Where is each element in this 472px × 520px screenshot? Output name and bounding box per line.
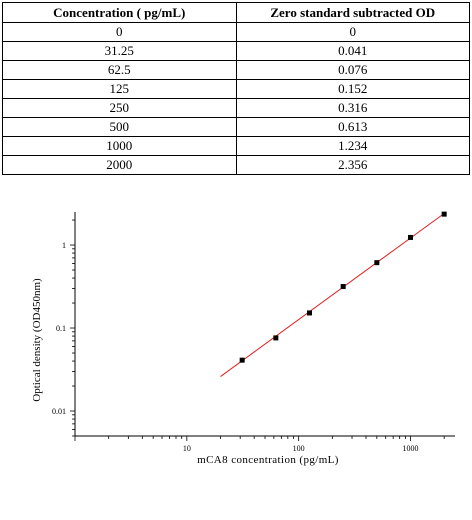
table-row: 500 0.613 bbox=[2, 117, 470, 137]
table-header-row: Concentration ( pg/mL) Zero standard sub… bbox=[2, 2, 470, 23]
standard-curve-table: Concentration ( pg/mL) Zero standard sub… bbox=[2, 2, 470, 175]
table-row: 62.5 0.076 bbox=[2, 60, 470, 80]
data-point bbox=[374, 260, 380, 266]
table-row: 125 0.152 bbox=[2, 79, 470, 99]
y-tick-label: 1 bbox=[62, 241, 66, 250]
points bbox=[239, 211, 447, 363]
table-row: 2000 2.356 bbox=[2, 155, 470, 175]
cell-concentration: 500 bbox=[2, 117, 237, 137]
cell-od: 1.234 bbox=[235, 136, 470, 156]
cell-concentration: 0 bbox=[2, 22, 237, 42]
cell-od: 0.613 bbox=[235, 117, 470, 137]
table-row: 1000 1.234 bbox=[2, 136, 470, 156]
data-point bbox=[340, 284, 346, 290]
cell-concentration: 250 bbox=[2, 98, 237, 118]
cell-od: 0.041 bbox=[235, 41, 470, 61]
fit-line bbox=[220, 213, 445, 377]
table-row: 31.25 0.041 bbox=[2, 41, 470, 61]
x-tick-label: 10 bbox=[183, 444, 191, 453]
data-point bbox=[441, 211, 447, 217]
data-point bbox=[239, 357, 245, 363]
header-od: Zero standard subtracted OD bbox=[235, 2, 470, 23]
cell-od: 0.076 bbox=[235, 60, 470, 80]
x-axis-label: mCA8 concentration (pg/mL) bbox=[197, 454, 339, 466]
table-body: 0 0 31.25 0.041 62.5 0.076 125 0.152 250 0.316 500… bbox=[2, 22, 470, 175]
y-tick-label: 0.1 bbox=[56, 324, 66, 333]
cell-od: 0 bbox=[235, 22, 470, 42]
cell-od: 0.316 bbox=[235, 98, 470, 118]
header-concentration: Concentration ( pg/mL) bbox=[2, 2, 237, 23]
y-axis-label: Optical density (OD450nm) bbox=[31, 278, 43, 402]
x-tick-label: 1000 bbox=[402, 444, 418, 453]
cell-concentration: 2000 bbox=[2, 155, 237, 175]
data-point bbox=[407, 234, 413, 240]
fit-line-group bbox=[220, 213, 445, 377]
data-point bbox=[307, 310, 313, 316]
data-point bbox=[273, 335, 279, 341]
cell-concentration: 1000 bbox=[2, 136, 237, 156]
cell-concentration: 62.5 bbox=[2, 60, 237, 80]
cell-concentration: 125 bbox=[2, 79, 237, 99]
standard-curve-chart: 10 100 1000 0.01 0.1 1 mCA8 concentration (pg… bbox=[31, 211, 455, 466]
x-tick-label: 100 bbox=[293, 444, 305, 453]
y-tick-label: 0.01 bbox=[52, 407, 66, 416]
table-row: 250 0.316 bbox=[2, 98, 470, 118]
cell-od: 2.356 bbox=[235, 155, 470, 175]
ticks: 10 100 1000 0.01 0.1 1 bbox=[52, 219, 445, 453]
axes bbox=[74, 212, 455, 437]
cell-concentration: 31.25 bbox=[2, 41, 237, 61]
cell-od: 0.152 bbox=[235, 79, 470, 99]
